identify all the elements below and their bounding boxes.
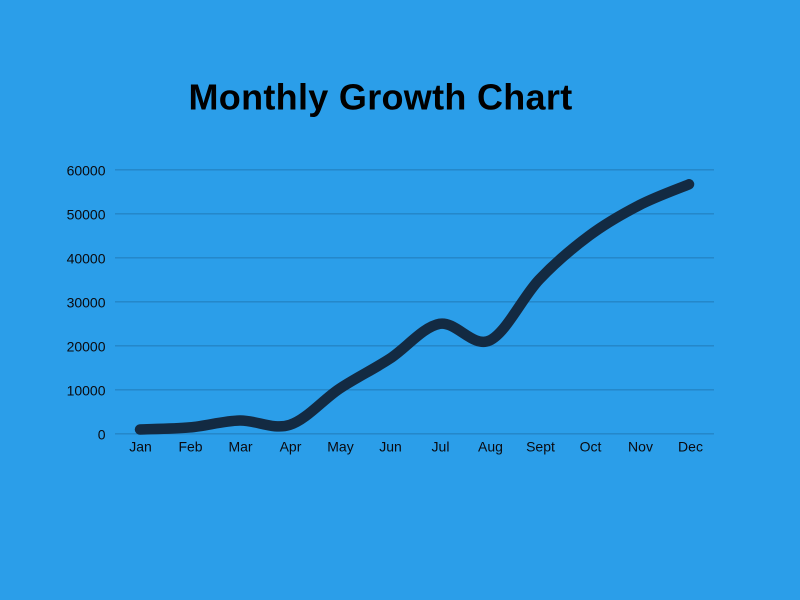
svg-text:Aug: Aug: [478, 439, 503, 455]
svg-text:20000: 20000: [67, 339, 106, 355]
svg-text:Nov: Nov: [628, 439, 653, 455]
svg-text:60000: 60000: [67, 163, 106, 179]
svg-text:Jun: Jun: [379, 439, 402, 455]
svg-text:Mar: Mar: [228, 439, 252, 455]
svg-text:Sept: Sept: [526, 439, 555, 455]
svg-text:Jan: Jan: [129, 439, 152, 455]
svg-text:40000: 40000: [67, 251, 106, 267]
svg-text:Feb: Feb: [178, 439, 202, 455]
svg-text:Monthly Growth Chart: Monthly Growth Chart: [189, 77, 573, 118]
svg-text:May: May: [327, 439, 353, 455]
svg-text:50000: 50000: [67, 207, 106, 223]
svg-text:Apr: Apr: [280, 439, 302, 455]
svg-text:30000: 30000: [67, 295, 106, 311]
svg-text:10000: 10000: [67, 383, 106, 399]
svg-text:Dec: Dec: [678, 439, 703, 455]
svg-text:Jul: Jul: [432, 439, 450, 455]
svg-text:Oct: Oct: [580, 439, 602, 455]
svg-text:0: 0: [98, 427, 106, 443]
